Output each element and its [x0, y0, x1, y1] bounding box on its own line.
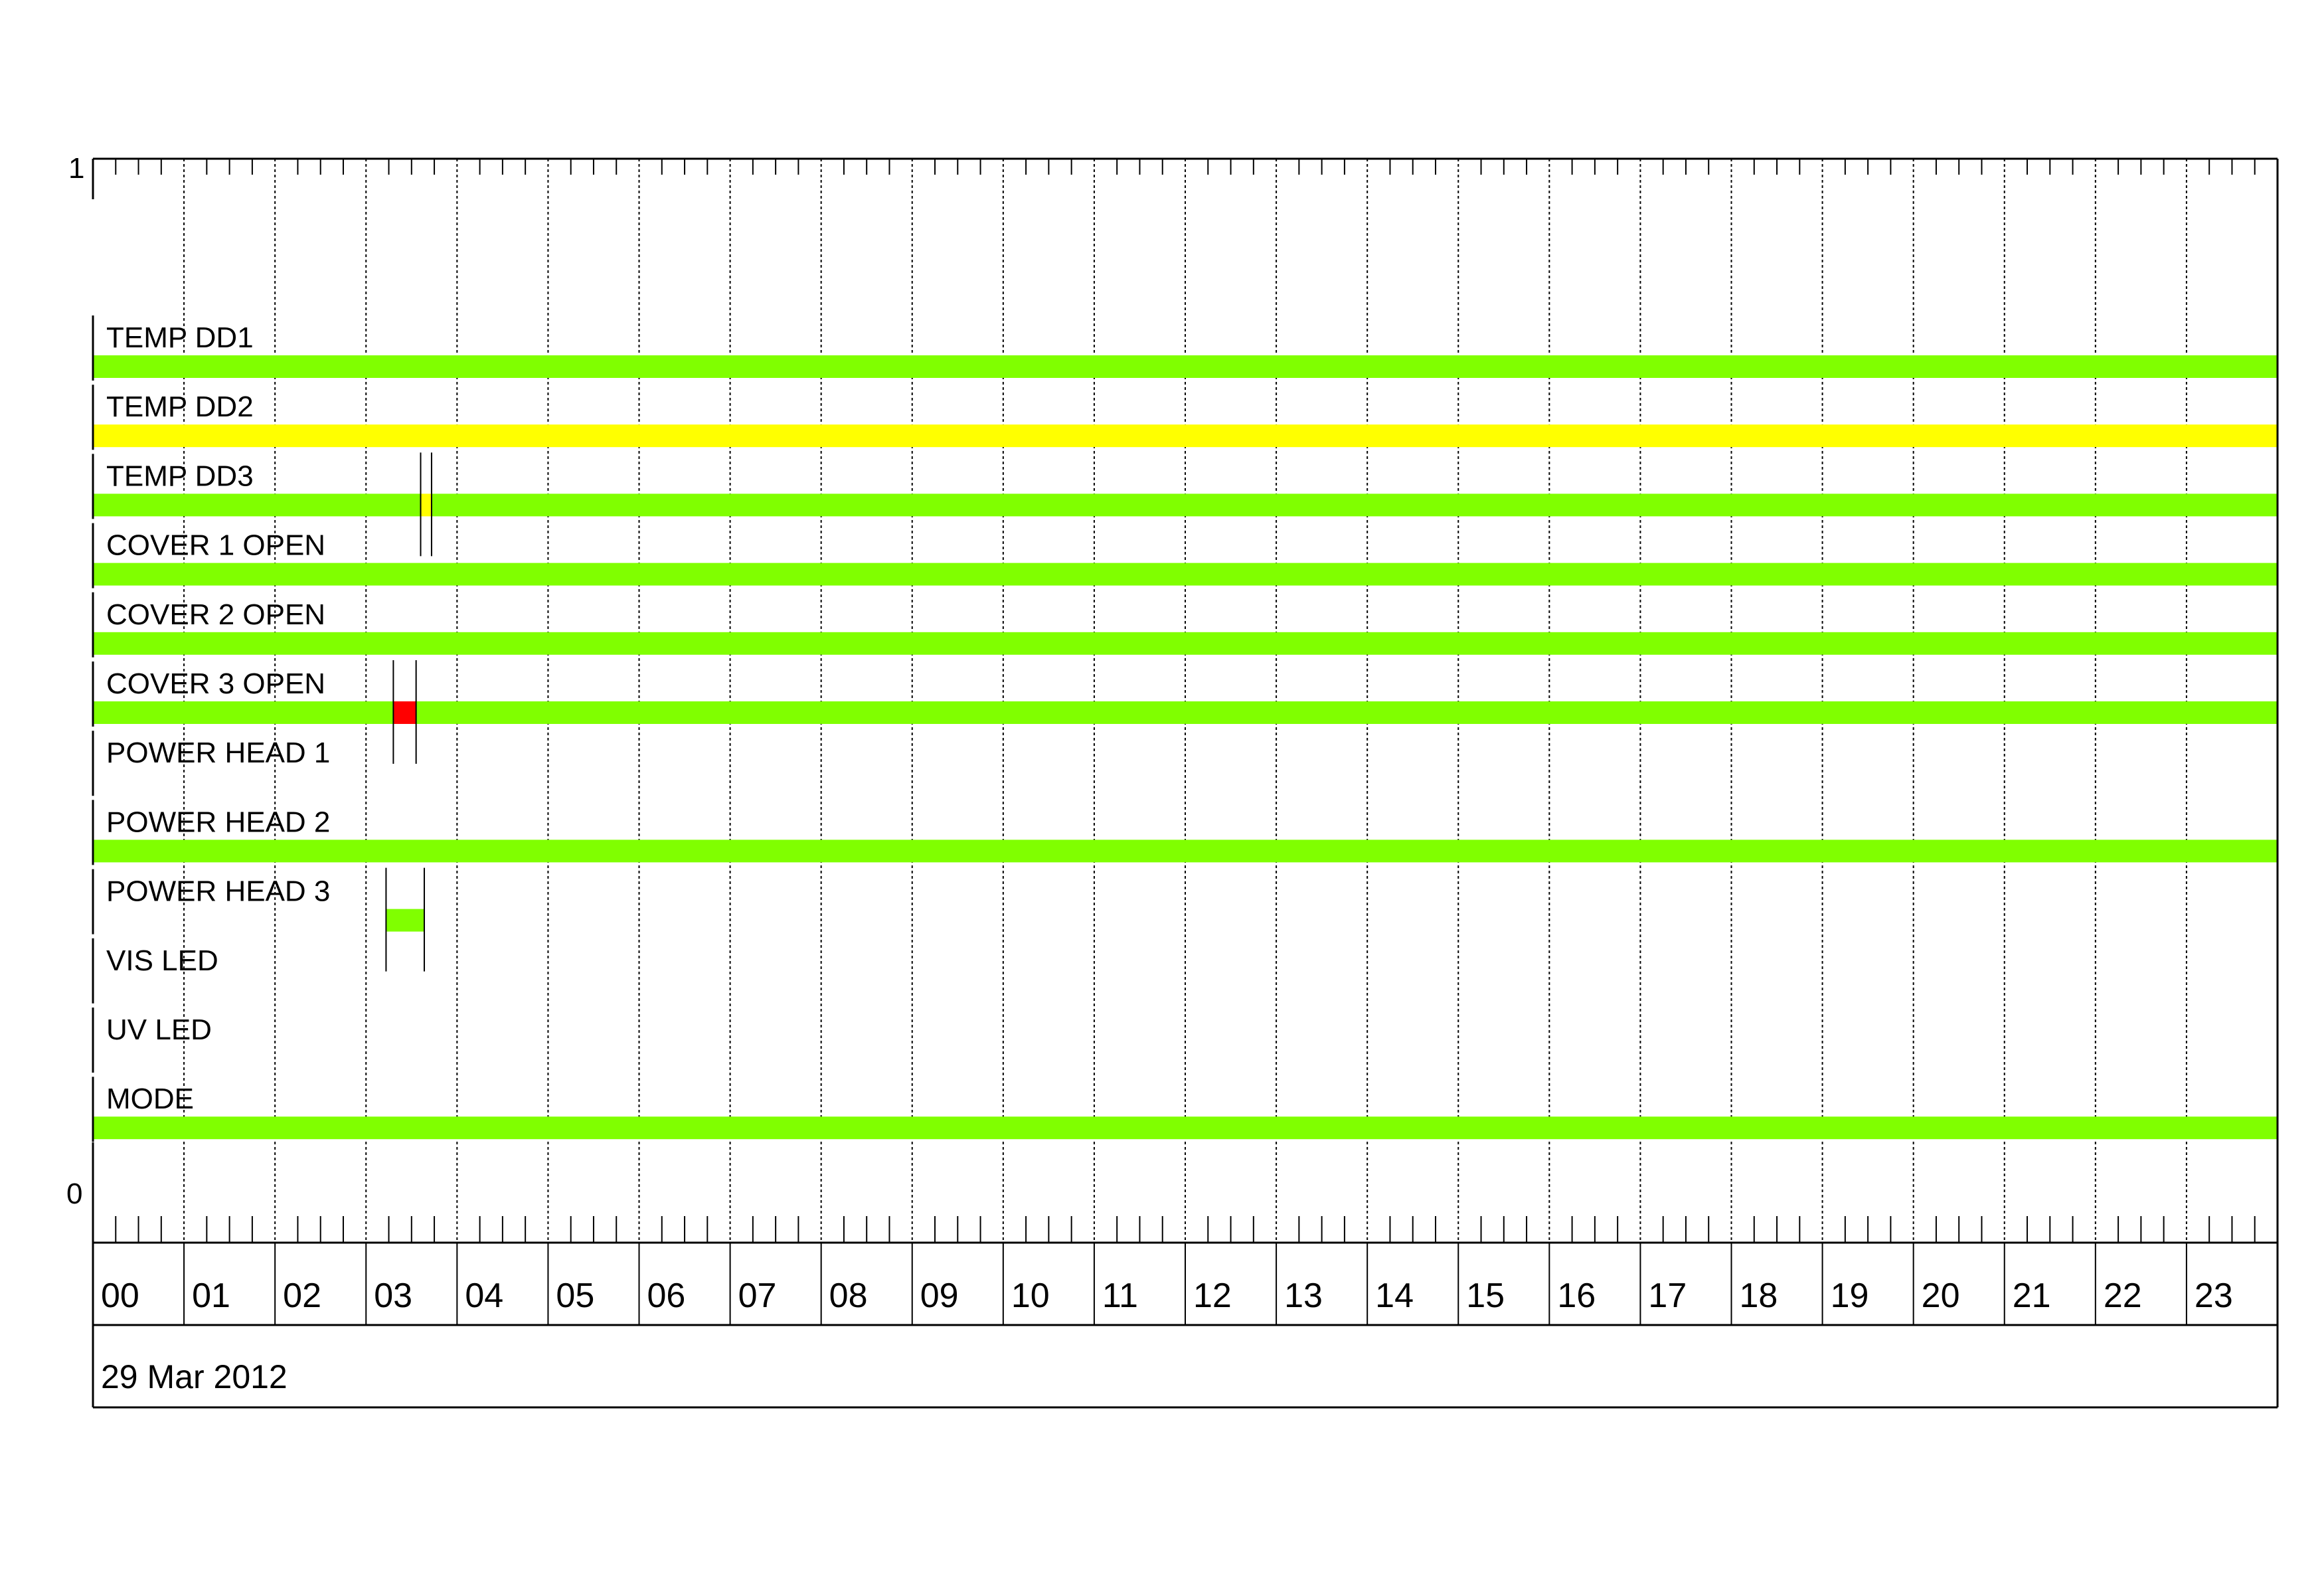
hour-label: 23 [2195, 1277, 2233, 1315]
row-label: COVER 1 OPEN [106, 529, 325, 562]
hour-label: 18 [1740, 1277, 1778, 1315]
hour-label: 16 [1557, 1277, 1596, 1315]
hour-label: 19 [1831, 1277, 1869, 1315]
hour-label: 00 [101, 1277, 139, 1315]
status-segment-warning [420, 493, 432, 517]
hour-label: 20 [1922, 1277, 1960, 1315]
status-bars [93, 355, 2278, 1140]
y-tick-label-1: 1 [68, 152, 84, 185]
status-segment-alarm [393, 701, 416, 724]
hour-label: 15 [1466, 1277, 1505, 1315]
hour-label: 14 [1375, 1277, 1414, 1315]
hour-label: 04 [465, 1277, 503, 1315]
status-segment-ok [386, 909, 424, 932]
hour-label: 08 [829, 1277, 868, 1315]
status-segment-warning [93, 424, 2278, 448]
hour-label: 09 [920, 1277, 959, 1315]
status-segment-ok [93, 840, 2278, 863]
status-segment-ok [93, 355, 2278, 378]
row-label: COVER 2 OPEN [106, 598, 325, 631]
row-label: UV LED [106, 1014, 212, 1046]
hour-label: 21 [2013, 1277, 2051, 1315]
row-label: VIS LED [106, 944, 218, 977]
row-label: MODE [106, 1083, 194, 1115]
hour-label: 10 [1011, 1277, 1050, 1315]
row-label: POWER HEAD 3 [106, 875, 330, 908]
y-tick-label-0: 0 [66, 1178, 82, 1210]
row-labels: TEMP DD1 TEMP DD2 TEMP DD3 COVER 1 OPEN COVE… [92, 315, 330, 1243]
hour-label: 02 [283, 1277, 321, 1315]
hour-label: 17 [1648, 1277, 1687, 1315]
hour-label: 11 [1102, 1277, 1138, 1315]
row-label: TEMP DD1 [106, 321, 254, 354]
hour-label: 05 [556, 1277, 594, 1315]
hour-label: 01 [192, 1277, 230, 1315]
status-segment-ok [93, 563, 2278, 586]
status-segment-ok [93, 1116, 2278, 1140]
date-label: 29 Mar 2012 [101, 1358, 288, 1395]
hour-label: 13 [1284, 1277, 1323, 1315]
hour-label: 07 [738, 1277, 777, 1315]
status-segment-ok [431, 493, 2278, 517]
hour-label: 22 [2104, 1277, 2142, 1315]
row-label: TEMP DD2 [106, 391, 254, 423]
hour-label: 12 [1193, 1277, 1232, 1315]
row-label: POWER HEAD 2 [106, 806, 330, 838]
hour-label: 06 [647, 1277, 686, 1315]
hour-labels: 00 01 02 03 04 05 06 07 08 09 10 11 12 13 14 15 16 17 18 19… [101, 1243, 2233, 1325]
status-segment-ok [93, 701, 394, 724]
row-label: POWER HEAD 1 [106, 737, 330, 769]
hour-label: 03 [374, 1277, 412, 1315]
status-segment-ok [93, 632, 2278, 655]
status-segment-ok [93, 493, 421, 517]
status-segment-ok [416, 701, 2278, 724]
hour-grid [115, 159, 2256, 1243]
row-label: TEMP DD3 [106, 460, 254, 492]
row-label: COVER 3 OPEN [106, 667, 325, 700]
